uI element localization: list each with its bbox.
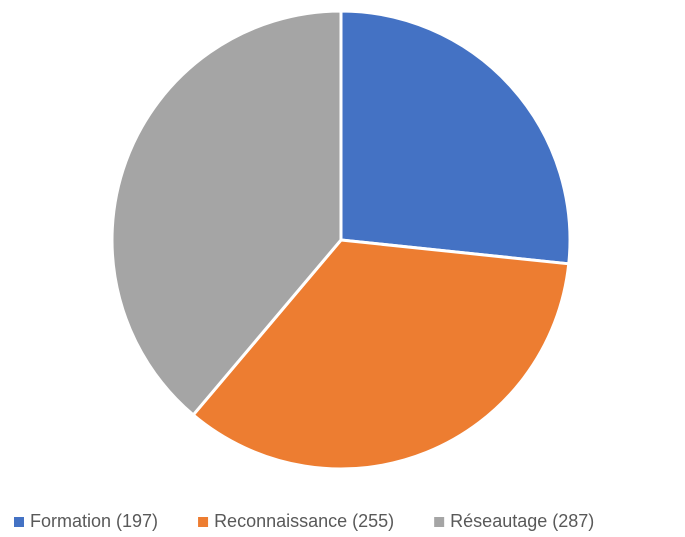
- legend-marker: [434, 517, 445, 527]
- legend-marker: [14, 517, 24, 527]
- legend-label: Reconnaissance (255): [214, 511, 394, 531]
- legend-label: Formation (197): [30, 511, 158, 531]
- pie-slice: [110, 9, 343, 417]
- legend-marker: [198, 517, 209, 527]
- legend-label: Réseautage (287): [450, 511, 594, 531]
- pie-slice: [191, 238, 571, 471]
- pie-slice: [339, 9, 572, 266]
